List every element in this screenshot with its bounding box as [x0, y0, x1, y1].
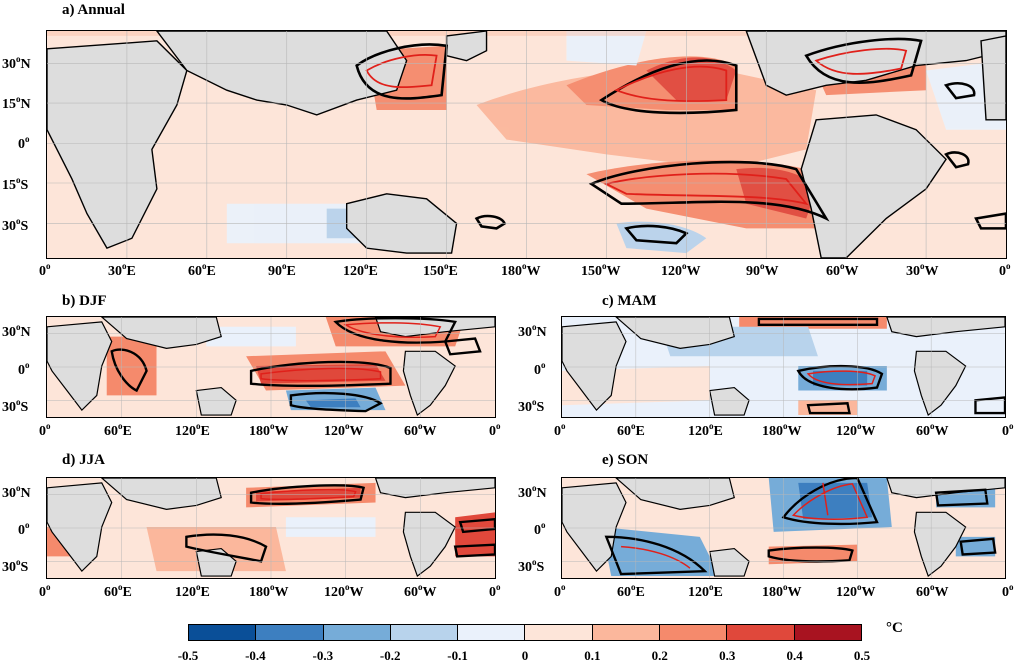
jja-y-30s: 30oS [2, 557, 29, 575]
panel-title-mam: c) MAM [602, 293, 657, 309]
colorbar-segment [256, 625, 324, 640]
annual-y-30n: 30oN [2, 54, 31, 72]
son-x-60w: 60oW [916, 582, 949, 600]
annual-x-0-end: 0o [999, 261, 1011, 279]
djf-x-0-end: 0o [489, 421, 501, 439]
colorbar-tick-label: -0.2 [379, 648, 401, 663]
mam-y-0: 0o [534, 360, 546, 378]
son-y-30n: 30oN [518, 483, 547, 501]
annual-x-120e: 120oE [343, 261, 378, 279]
colorbar-segment [660, 625, 728, 640]
mam-x-180w: 180oW [762, 421, 802, 439]
colorbar-segment [727, 625, 795, 640]
colorbar-segment [323, 625, 391, 640]
mam-x-60w: 60oW [916, 421, 949, 439]
jja-x-60w: 60oW [404, 582, 437, 600]
son-x-180w: 180oW [762, 582, 802, 600]
colorbar-tick-label: 0.5 [853, 648, 871, 663]
colorbar-tick-label: 0.4 [786, 648, 803, 663]
djf-x-120e: 120oE [175, 421, 210, 439]
colorbar-segment [458, 625, 526, 640]
colorbar-tick-label: 0.1 [584, 648, 601, 663]
mam-x-0-end: 0o [1002, 421, 1014, 439]
son-x-60e: 60oE [617, 582, 645, 600]
colorbar-segment [794, 625, 861, 640]
mam-x-120w: 120oW [836, 421, 876, 439]
annual-x-180w: 180oW [501, 261, 541, 279]
colorbar-tick-label: -0.4 [245, 648, 266, 663]
annual-x-60e: 60oE [188, 261, 216, 279]
annual-x-30e: 30oE [108, 261, 136, 279]
annual-y-15n: 15oN [2, 94, 31, 112]
colorbar-tick-label: 0.3 [719, 648, 736, 663]
annual-x-0: 0o [39, 261, 51, 279]
panel-title-djf: b) DJF [62, 293, 107, 309]
panel-title-son: e) SON [602, 452, 649, 468]
jja-x-180w: 180oW [249, 582, 289, 600]
annual-x-120w: 120oW [661, 261, 701, 279]
map-jja [46, 477, 496, 579]
colorbar-tick-label: 0.2 [651, 648, 668, 663]
son-x-120e: 120oE [688, 582, 723, 600]
colorbar-tick-label: -0.5 [177, 648, 199, 663]
colorbar-segment [189, 625, 257, 640]
djf-y-30s: 30oS [2, 397, 29, 415]
annual-x-90w: 90oW [746, 261, 779, 279]
son-y-0: 0o [534, 520, 546, 538]
djf-x-60e: 60oE [104, 421, 132, 439]
colorbar-tick-label: -0.1 [447, 648, 468, 663]
jja-x-0-end: 0o [489, 582, 501, 600]
map-annual [46, 30, 1007, 259]
jja-y-30n: 30oN [2, 483, 31, 501]
colorbar-segment [592, 625, 661, 640]
son-x-0: 0o [554, 582, 566, 600]
djf-x-0: 0o [39, 421, 51, 439]
colorbar-segment [525, 625, 593, 640]
jja-y-0: 0o [18, 520, 30, 538]
panel-title-jja: d) JJA [62, 452, 105, 468]
map-mam [561, 316, 1006, 418]
djf-x-120w: 120oW [324, 421, 364, 439]
son-x-120w: 120oW [836, 582, 876, 600]
colorbar-tick-label: -0.3 [312, 648, 334, 663]
annual-x-150e: 150oE [423, 261, 458, 279]
djf-y-30n: 30oN [2, 322, 31, 340]
djf-x-60w: 60oW [404, 421, 437, 439]
annual-x-60w: 60oW [826, 261, 859, 279]
panel-title-annual: a) Annual [62, 2, 125, 18]
mam-x-0: 0o [554, 421, 566, 439]
annual-y-15s: 15oS [2, 175, 29, 193]
colorbar-tick-label: 0 [521, 648, 529, 663]
son-x-0-end: 0o [1002, 582, 1014, 600]
colorbar [188, 624, 862, 641]
jja-x-0: 0o [39, 582, 51, 600]
annual-x-150w: 150oW [581, 261, 621, 279]
jja-x-120w: 120oW [324, 582, 364, 600]
mam-y-30s: 30oS [518, 397, 545, 415]
colorbar-segment [390, 625, 459, 640]
colorbar-unit: °C [886, 620, 903, 636]
annual-y-0: 0o [18, 134, 30, 152]
djf-y-0: 0o [18, 360, 30, 378]
jja-x-120e: 120oE [175, 582, 210, 600]
mam-x-60e: 60oE [617, 421, 645, 439]
annual-x-90e: 90oE [268, 261, 296, 279]
mam-x-120e: 120oE [688, 421, 723, 439]
annual-y-30s: 30oS [2, 216, 29, 234]
djf-x-180w: 180oW [249, 421, 289, 439]
son-y-30s: 30oS [518, 557, 545, 575]
mam-y-30n: 30oN [518, 322, 547, 340]
annual-x-30w: 30oW [906, 261, 939, 279]
jja-x-60e: 60oE [104, 582, 132, 600]
map-son [561, 477, 1006, 579]
map-djf [46, 316, 496, 418]
